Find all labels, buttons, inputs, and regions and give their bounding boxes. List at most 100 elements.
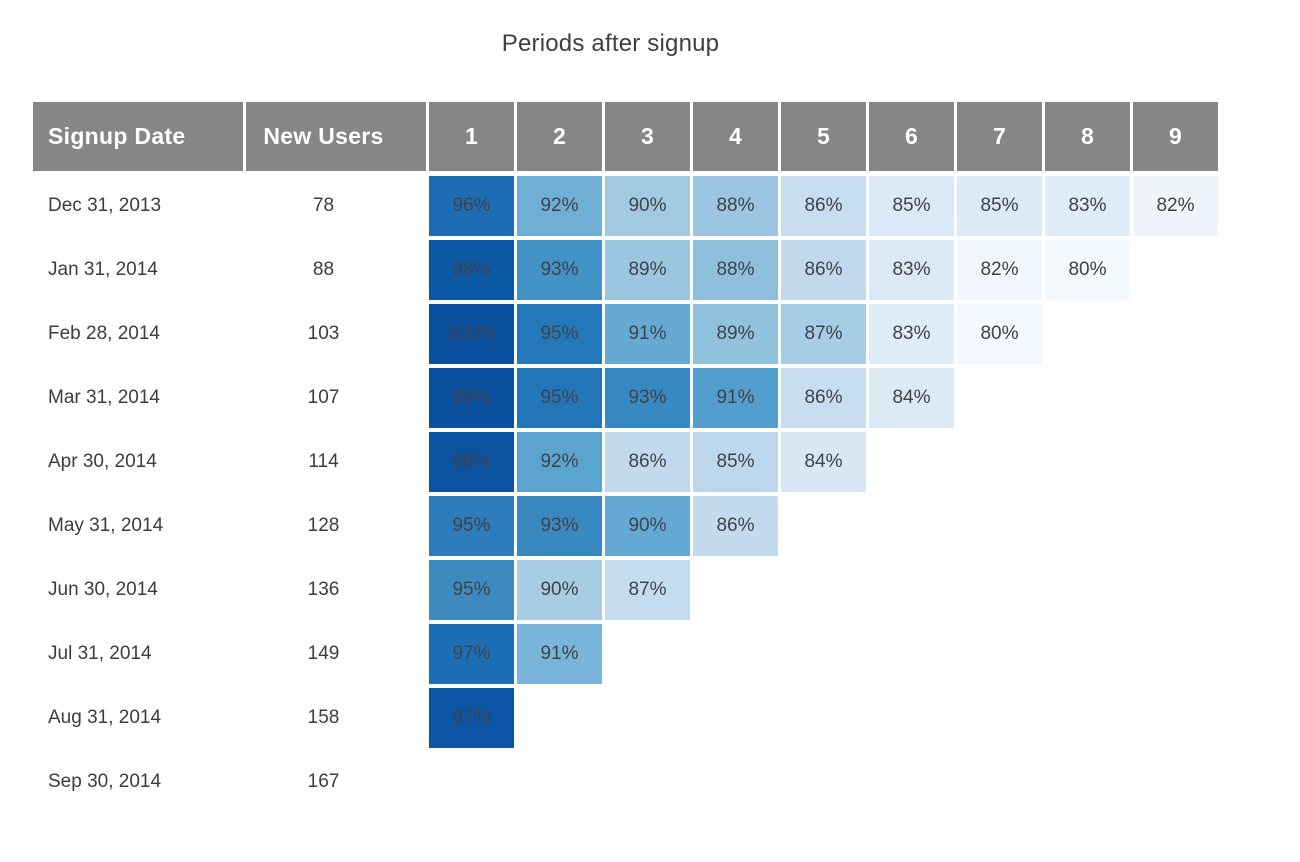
column-header-period-1: 1 xyxy=(429,102,514,171)
retention-cell: 90% xyxy=(605,496,690,556)
empty-cell xyxy=(869,688,954,748)
signup-date-label: Dec 31, 2013 xyxy=(48,195,162,216)
empty-cell xyxy=(693,752,778,812)
column-header-period-2: 2 xyxy=(517,102,602,171)
empty-cell xyxy=(1045,304,1130,364)
retention-cell: 91% xyxy=(517,624,602,684)
signup-date-label: Jan 31, 2014 xyxy=(48,259,158,280)
empty-cell xyxy=(1045,688,1130,748)
retention-cell: 98% xyxy=(429,240,514,300)
column-header-period-9: 9 xyxy=(1133,102,1218,171)
empty-cell xyxy=(781,752,866,812)
retention-cell: 86% xyxy=(781,240,866,300)
signup-date-label: Jul 31, 2014 xyxy=(48,643,152,664)
signup-date-label: Mar 31, 2014 xyxy=(48,387,160,408)
empty-cell xyxy=(957,688,1042,748)
empty-cell xyxy=(1045,496,1130,556)
empty-cell xyxy=(957,368,1042,428)
retention-cell: 80% xyxy=(957,304,1042,364)
retention-cell: 95% xyxy=(517,368,602,428)
empty-cell xyxy=(1045,432,1130,492)
retention-cell: 86% xyxy=(781,176,866,236)
retention-cell: 83% xyxy=(869,304,954,364)
retention-cell: 82% xyxy=(957,240,1042,300)
retention-cell: 91% xyxy=(693,368,778,428)
signup-date-label: Sep 30, 2014 xyxy=(48,771,162,792)
empty-cell xyxy=(869,752,954,812)
new-users-value: 78 xyxy=(312,195,335,216)
column-header-new-users: New Users xyxy=(246,102,426,171)
retention-cell: 98% xyxy=(429,432,514,492)
column-header-period-6: 6 xyxy=(869,102,954,171)
chart-title: Periods after signup xyxy=(501,30,720,57)
empty-cell xyxy=(869,624,954,684)
retention-cell: 84% xyxy=(781,432,866,492)
column-header-period-7: 7 xyxy=(957,102,1042,171)
retention-cell: 95% xyxy=(429,560,514,620)
empty-cell xyxy=(1133,432,1218,492)
retention-cell: 85% xyxy=(957,176,1042,236)
retention-cell: 96% xyxy=(429,176,514,236)
retention-cell: 90% xyxy=(517,560,602,620)
retention-cell: 92% xyxy=(517,432,602,492)
empty-cell xyxy=(957,496,1042,556)
retention-cell: 84% xyxy=(869,368,954,428)
retention-cell: 95% xyxy=(429,496,514,556)
retention-cell: 80% xyxy=(1045,240,1130,300)
retention-cell: 100% xyxy=(429,304,514,364)
retention-cell: 95% xyxy=(517,304,602,364)
signup-date-label: Apr 30, 2014 xyxy=(48,451,157,472)
new-users-value: 128 xyxy=(307,515,340,536)
retention-cell: 93% xyxy=(517,240,602,300)
empty-cell xyxy=(517,752,602,812)
retention-cell: 90% xyxy=(605,176,690,236)
empty-cell xyxy=(693,560,778,620)
signup-date-label: Feb 28, 2014 xyxy=(48,323,160,344)
retention-cell: 88% xyxy=(693,176,778,236)
column-header-period-3: 3 xyxy=(605,102,690,171)
empty-cell xyxy=(429,752,514,812)
empty-cell xyxy=(957,432,1042,492)
empty-cell xyxy=(869,496,954,556)
empty-cell xyxy=(1045,560,1130,620)
new-users-value: 158 xyxy=(307,707,340,728)
empty-cell xyxy=(693,688,778,748)
retention-cell: 89% xyxy=(605,240,690,300)
empty-cell xyxy=(693,624,778,684)
retention-cell: 82% xyxy=(1133,176,1218,236)
new-users-value: 103 xyxy=(307,323,340,344)
retention-cell: 86% xyxy=(605,432,690,492)
retention-cell: 97% xyxy=(429,624,514,684)
empty-cell xyxy=(1133,240,1218,300)
new-users-value: 136 xyxy=(307,579,340,600)
empty-cell xyxy=(1133,752,1218,812)
column-header-period-8: 8 xyxy=(1045,102,1130,171)
column-header-period-4: 4 xyxy=(693,102,778,171)
retention-cell: 83% xyxy=(1045,176,1130,236)
empty-cell xyxy=(605,688,690,748)
empty-cell xyxy=(781,624,866,684)
retention-cell: 92% xyxy=(517,176,602,236)
empty-cell xyxy=(1133,624,1218,684)
empty-cell xyxy=(957,624,1042,684)
retention-cell: 91% xyxy=(605,304,690,364)
empty-cell xyxy=(957,752,1042,812)
empty-cell xyxy=(1133,304,1218,364)
column-header-signup-date: Signup Date xyxy=(33,102,243,171)
new-users-value: 88 xyxy=(312,259,335,280)
cohort-table-body: Dec 31, 2013 78 96% 92% 90% 88% 86% 85% 85% 83% 82… xyxy=(33,176,1218,812)
signup-date-label: Jun 30, 2014 xyxy=(48,579,158,600)
empty-cell xyxy=(1133,560,1218,620)
retention-cell: 85% xyxy=(869,176,954,236)
signup-date-label: Aug 31, 2014 xyxy=(48,707,162,728)
retention-cell: 87% xyxy=(781,304,866,364)
new-users-value: 114 xyxy=(308,451,339,472)
retention-cell: 88% xyxy=(693,240,778,300)
empty-cell xyxy=(1133,496,1218,556)
empty-cell xyxy=(1045,624,1130,684)
retention-cell: 86% xyxy=(693,496,778,556)
empty-cell xyxy=(1133,688,1218,748)
retention-cell: 93% xyxy=(517,496,602,556)
cohort-retention-report: Periods after signup Signup Date New Use… xyxy=(0,30,1300,862)
